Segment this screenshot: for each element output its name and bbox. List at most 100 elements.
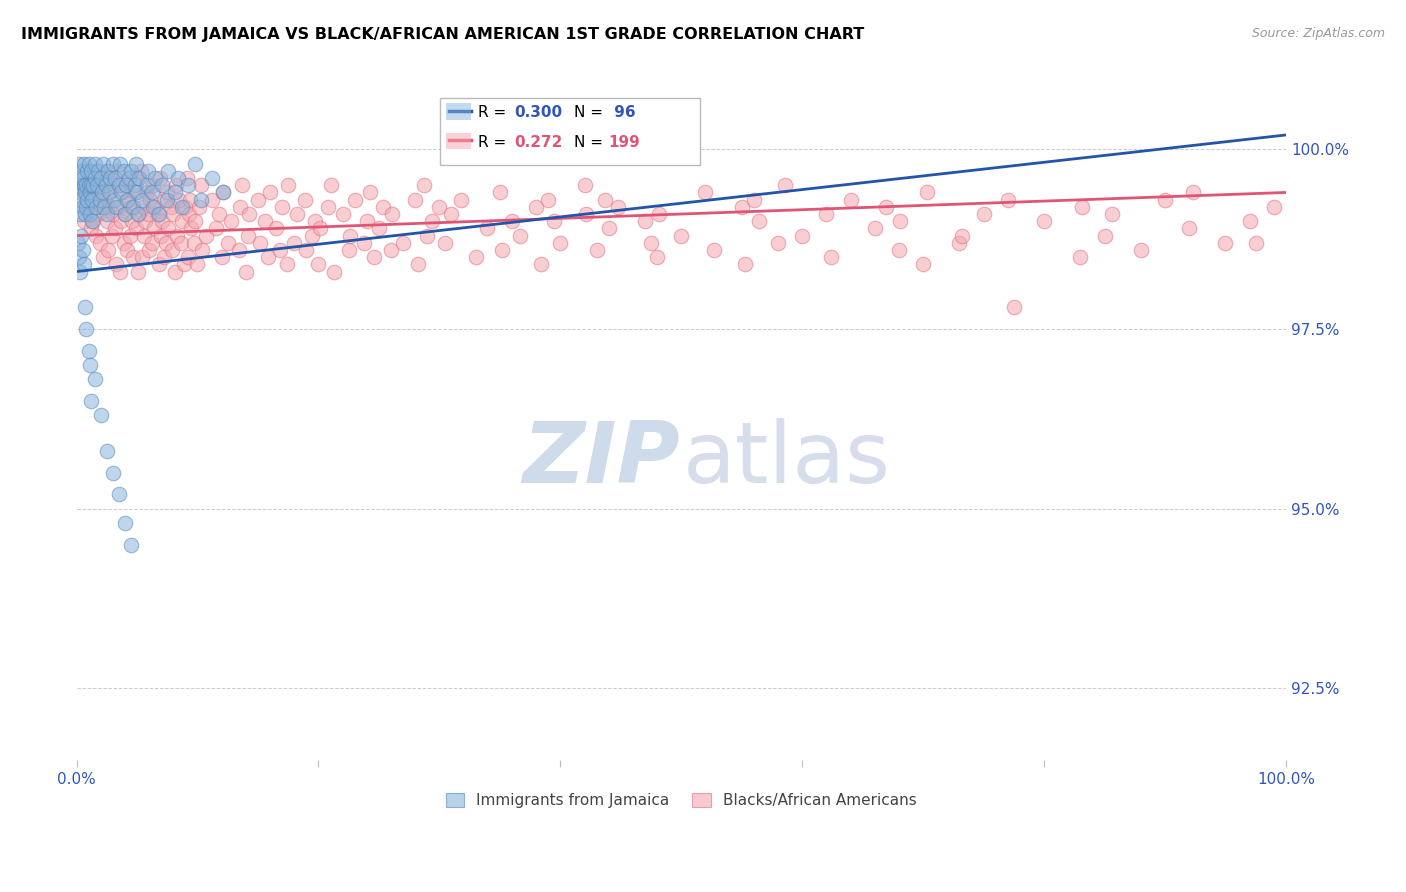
Point <box>217 235 239 250</box>
Point <box>86 186 108 200</box>
Point <box>1244 235 1267 250</box>
Point <box>491 243 513 257</box>
Point <box>111 186 134 200</box>
Point <box>79 358 101 372</box>
Point <box>169 235 191 250</box>
Point <box>174 200 197 214</box>
Point <box>429 200 451 214</box>
Point <box>155 235 177 250</box>
Point <box>238 207 260 221</box>
Point <box>211 250 233 264</box>
Point <box>100 171 122 186</box>
Point <box>1178 221 1201 235</box>
Point <box>731 200 754 214</box>
Point <box>72 171 94 186</box>
Point <box>231 178 253 193</box>
Point <box>77 200 100 214</box>
Legend: Immigrants from Jamaica, Blacks/African Americans: Immigrants from Jamaica, Blacks/African … <box>440 787 922 814</box>
Point <box>77 343 100 358</box>
Point <box>73 157 96 171</box>
Point <box>550 235 572 250</box>
Point <box>122 200 145 214</box>
Text: R =: R = <box>478 135 512 150</box>
Point <box>160 200 183 214</box>
Point <box>353 235 375 250</box>
Point <box>285 207 308 221</box>
Point <box>440 207 463 221</box>
Point <box>585 243 607 257</box>
Point <box>997 193 1019 207</box>
Point <box>80 178 103 193</box>
Point <box>100 186 122 200</box>
Point <box>645 250 668 264</box>
Point <box>271 200 294 214</box>
Point <box>142 221 165 235</box>
Point <box>323 264 346 278</box>
Point <box>108 487 131 501</box>
Text: atlas: atlas <box>682 418 890 501</box>
Point <box>79 186 101 200</box>
Point <box>229 200 252 214</box>
Point <box>177 250 200 264</box>
Point <box>96 207 118 221</box>
Point <box>108 178 131 193</box>
Point <box>177 178 200 193</box>
Point <box>1069 250 1091 264</box>
Point <box>72 178 94 193</box>
Point <box>173 257 195 271</box>
Point <box>110 186 132 200</box>
Point <box>1094 228 1116 243</box>
Point <box>86 178 108 193</box>
Point <box>416 228 439 243</box>
Point <box>380 243 402 257</box>
Point <box>148 257 170 271</box>
Point <box>212 186 235 200</box>
Point <box>204 221 226 235</box>
Point <box>948 235 970 250</box>
Point <box>79 171 101 186</box>
Point <box>889 214 911 228</box>
Point <box>66 178 89 193</box>
Point <box>73 178 96 193</box>
Point <box>295 243 318 257</box>
Point <box>163 186 186 200</box>
Point <box>163 264 186 278</box>
Point <box>973 207 995 221</box>
Point <box>69 264 91 278</box>
Point <box>87 164 110 178</box>
Point <box>141 186 163 200</box>
Point <box>90 171 112 186</box>
Point <box>96 214 118 228</box>
Point <box>912 257 935 271</box>
Point <box>98 200 121 214</box>
Point <box>76 193 98 207</box>
Point <box>307 257 329 271</box>
Point <box>80 221 103 235</box>
Point <box>775 178 797 193</box>
Point <box>114 516 136 530</box>
Point <box>96 444 118 458</box>
Point <box>108 200 131 214</box>
Point <box>84 228 107 243</box>
Point <box>149 171 172 186</box>
Point <box>259 186 281 200</box>
Point <box>1154 193 1177 207</box>
Point <box>83 178 105 193</box>
Point <box>66 235 89 250</box>
Point <box>69 186 91 200</box>
Point <box>87 207 110 221</box>
Point <box>132 200 155 214</box>
Point <box>152 214 174 228</box>
Point <box>80 393 103 408</box>
Point <box>75 322 97 336</box>
Point <box>122 250 145 264</box>
Point <box>129 164 152 178</box>
Point <box>915 186 938 200</box>
Point <box>201 193 224 207</box>
Point <box>73 186 96 200</box>
Point <box>142 200 165 214</box>
Point <box>524 200 547 214</box>
Point <box>97 243 120 257</box>
Point <box>124 178 146 193</box>
Text: N =: N = <box>574 105 607 120</box>
